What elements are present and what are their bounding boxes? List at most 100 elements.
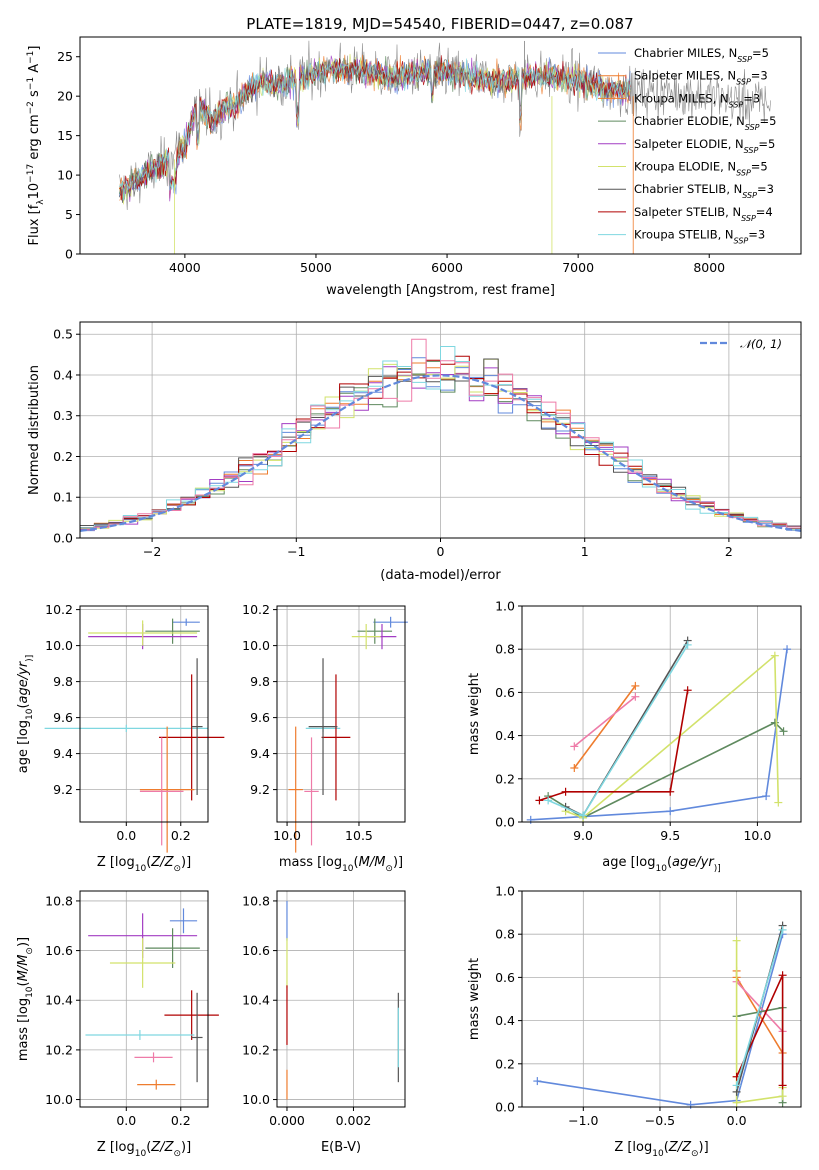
x-tick-label: 1 <box>581 544 589 559</box>
y-tick-label: 10.4 <box>45 993 73 1008</box>
label-part: ( <box>16 981 31 986</box>
series-line <box>573 685 636 769</box>
x-tick-label: 7000 <box>562 260 594 275</box>
weight-z-x-label: Z [log10(Z/Z⊙)] <box>614 1140 708 1159</box>
legend-n: =5 <box>752 46 769 60</box>
x-tick-label: 0.0 <box>116 828 136 843</box>
label-part: 10 <box>652 1149 664 1159</box>
x-tick-label: 0.2 <box>171 1113 191 1128</box>
y-tick-label: 10.0 <box>242 638 270 653</box>
series-line <box>547 644 689 817</box>
label-part: )] <box>181 855 191 870</box>
y-tick-label: 0.4 <box>495 1013 515 1028</box>
x-tick-label: 8000 <box>693 260 725 275</box>
x-tick-label: 0.2 <box>171 828 191 843</box>
y-tick-label: 9.2 <box>250 782 270 797</box>
y-tick-label: 15 <box>57 128 73 143</box>
legend-sub: SSP <box>737 55 752 64</box>
y-tick-label: 9.6 <box>53 710 73 725</box>
legend-name: Chabrier MILES, N <box>634 46 737 60</box>
label-part: ( <box>146 855 151 870</box>
legend-sub: SSP <box>734 236 749 245</box>
legend-sub: SSP <box>745 123 760 132</box>
spectrum-x-label: wavelength [Angstrom, rest frame] <box>326 283 555 298</box>
x-tick-label: −1.0 <box>568 1113 598 1128</box>
label-part: 10 <box>135 864 147 874</box>
x-tick-label: 0.000 <box>269 1113 305 1128</box>
legend-label: 𝒩(0, 1) <box>740 337 782 351</box>
label-part: M/M <box>359 855 386 870</box>
x-tick-label: −0.5 <box>645 1113 675 1128</box>
y-tick-label: 0.1 <box>53 490 73 505</box>
y-tick-label: 9.4 <box>250 746 270 761</box>
y-tick-label: 10.6 <box>45 943 73 958</box>
label-part: mass [log <box>279 855 342 870</box>
legend-name: Kroupa STELIB, N <box>634 228 734 242</box>
y-tick-label: 0.6 <box>495 970 515 985</box>
label-part: 10 <box>135 1149 147 1159</box>
series-line <box>537 933 784 1106</box>
label-part: Z [log <box>97 1140 135 1155</box>
label-part: ⊙ <box>691 1149 699 1159</box>
label-part: age/yr <box>16 660 31 703</box>
y-tick-label: 10.8 <box>45 893 73 908</box>
label-part: age [log <box>602 855 655 870</box>
x-tick-label: 9.5 <box>660 828 680 843</box>
y-tick-label: 0.2 <box>495 771 515 786</box>
x-tick-label: 0.0 <box>727 1113 747 1128</box>
label-part: 10 <box>656 864 668 874</box>
y-tick-label: 10 <box>57 168 73 183</box>
y-tick-label: 0.3 <box>53 408 73 423</box>
y-tick-label: 25 <box>57 49 73 64</box>
mass-weight-axes <box>521 890 802 1108</box>
label-part: ( <box>16 703 31 708</box>
y-tick-label: 9.4 <box>53 746 73 761</box>
z-mass-axes <box>79 890 209 1108</box>
x-tick-label: −2 <box>143 544 161 559</box>
legend-sub: SSP <box>736 77 751 86</box>
x-tick-label: 5000 <box>300 260 332 275</box>
label-part: ( <box>354 855 359 870</box>
label-part: −1 <box>26 51 36 64</box>
label-part: 10 <box>25 708 35 720</box>
legend-name: Salpeter MILES, N <box>634 69 736 83</box>
y-tick-label: 10.8 <box>242 893 270 908</box>
histogram-x-label: (data-model)/error <box>380 568 501 583</box>
label-part: mass [log <box>16 998 31 1061</box>
label-part: ⊙ <box>25 947 35 955</box>
label-part: Z [log <box>97 855 135 870</box>
legend-label: Chabrier ELODIE, NSSP=5 <box>634 114 776 132</box>
label-part: ( <box>146 1140 151 1155</box>
y-tick-label: 0.6 <box>495 685 515 700</box>
legend-sub: SSP <box>736 168 751 177</box>
y-tick-label: 0.4 <box>53 367 73 382</box>
label-part: erg cm <box>27 114 42 163</box>
label-part: ⊙ <box>173 864 181 874</box>
y-tick-label: 10.2 <box>242 1042 270 1057</box>
y-tick-label: 9.6 <box>250 710 270 725</box>
series-line <box>573 696 636 748</box>
label-part: Z [log <box>614 1140 652 1155</box>
y-tick-label: 0.0 <box>495 1100 515 1115</box>
y-tick-label: 0.5 <box>53 327 73 342</box>
legend-label: Chabrier MILES, NSSP=5 <box>634 46 769 64</box>
legend-n: =3 <box>743 91 760 105</box>
label-part: −17 <box>26 164 36 183</box>
series-line <box>530 649 788 821</box>
figure-title: PLATE=1819, MJD=54540, FIBERID=0447, z=0… <box>246 15 633 33</box>
y-tick-label: 0.4 <box>495 728 515 743</box>
legend-label: Salpeter ELODIE, NSSP=5 <box>634 137 775 155</box>
label-part: age [log <box>16 720 31 773</box>
y-tick-label: 10.4 <box>242 993 270 1008</box>
y-tick-label: 10.0 <box>45 1092 73 1107</box>
x-tick-label: 2 <box>725 544 733 559</box>
mass-age-x-label: mass [log10(M/M⊙)] <box>279 855 403 874</box>
legend-sub: SSP <box>744 145 759 154</box>
legend-sub: SSP <box>729 100 744 109</box>
x-tick-label: 10.5 <box>345 828 373 843</box>
legend-label: Kroupa MILES, NSSP=3 <box>634 91 760 109</box>
z-mass-y-label: mass [log10(M/M⊙)] <box>16 937 35 1061</box>
legend-label: Kroupa ELODIE, NSSP=5 <box>634 160 768 178</box>
weight-age-y-label: mass weight <box>467 673 482 755</box>
